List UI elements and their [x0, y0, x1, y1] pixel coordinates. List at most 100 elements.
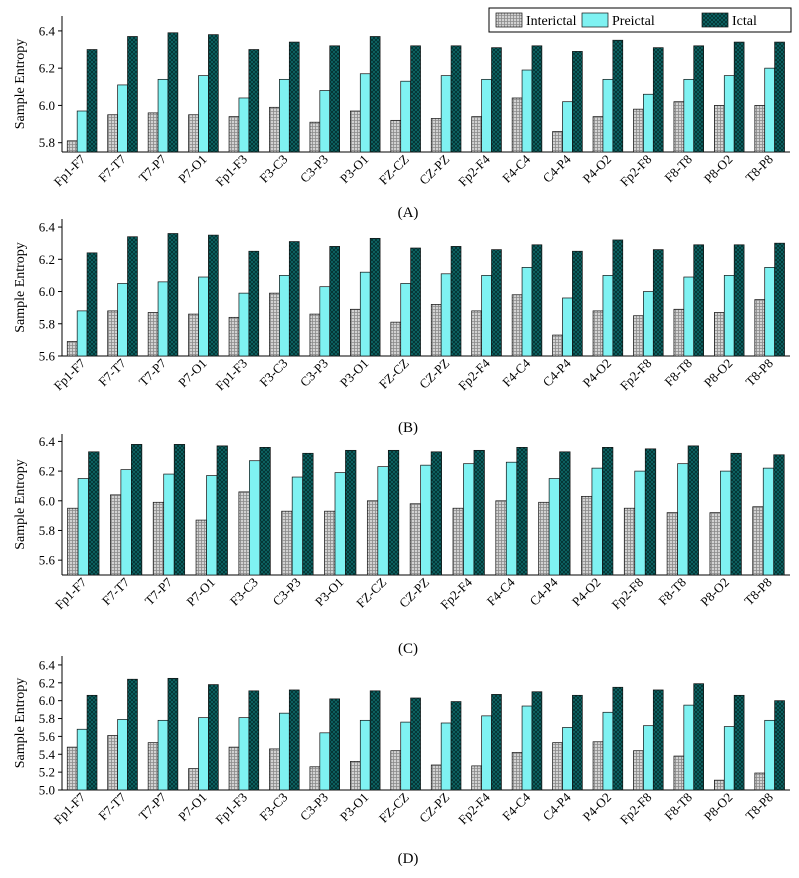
bar-ictal — [612, 239, 624, 357]
bar-interictal — [309, 313, 321, 357]
bar-preictal — [481, 78, 492, 153]
x-tick-label: F4-C4 — [499, 355, 533, 389]
x-tick-label: F8-T8 — [661, 356, 695, 390]
panel-label: (D) — [398, 851, 419, 867]
x-tick-label: Fp2-F8 — [617, 790, 655, 828]
bar-preictal — [117, 84, 128, 153]
bar-preictal — [720, 470, 732, 576]
x-tick-label: Fp1-F3 — [212, 152, 250, 190]
bar-preictal — [117, 719, 128, 791]
bar-preictal — [420, 464, 432, 576]
bar-preictal — [440, 75, 452, 153]
bar-interictal — [430, 304, 442, 357]
bar-preictal — [602, 711, 614, 791]
bar-interictal — [709, 512, 721, 576]
x-tick-label: P3-O1 — [337, 790, 372, 825]
x-tick-label: CZ-PZ — [416, 355, 452, 391]
bar-preictal — [198, 75, 209, 153]
bar-preictal — [723, 726, 735, 791]
bar-interictal — [673, 308, 685, 357]
bar-preictal — [291, 476, 304, 576]
chart-panel-b: 5.6 5.8 6.0 6.2 6.4 Sample Entropy Fp1-F7 F7-T7… — [13, 219, 790, 436]
x-tick-label: P4-O2 — [580, 790, 615, 825]
bar-preictal — [548, 478, 560, 576]
legend-label-preictal: Preictal — [612, 14, 655, 29]
bar-interictal — [552, 131, 563, 153]
x-tick-label: C3-P3 — [270, 575, 304, 609]
bar-preictal — [157, 719, 169, 791]
y-tick-label: 6.2 — [39, 675, 55, 690]
x-tick-label: C3-P3 — [297, 356, 331, 390]
x-tick-label: P3-O1 — [312, 575, 347, 610]
bar-interictal — [324, 510, 336, 576]
bar-interictal — [754, 772, 766, 791]
bar-interictal — [633, 750, 644, 791]
x-tick-label: FZ-CZ — [376, 151, 412, 187]
bar-ictal — [259, 447, 271, 576]
x-tick-label: P8-O2 — [701, 152, 736, 187]
x-tick-label: C4-P4 — [540, 789, 574, 823]
bar-interictal — [623, 507, 636, 576]
bar-interictal — [188, 114, 199, 153]
x-tick-label: Fp2-F4 — [455, 789, 493, 827]
bar-ictal — [127, 236, 138, 357]
bar-ictal — [208, 34, 219, 153]
bar-ictal — [531, 244, 543, 357]
x-tick-label: C4-P4 — [540, 151, 574, 185]
bar-preictal — [238, 717, 250, 791]
x-tick-label: T8-P8 — [741, 575, 775, 609]
bar-interictal — [269, 292, 280, 357]
x-tick-label: F4-C4 — [499, 789, 533, 823]
bar-ictal — [288, 689, 300, 791]
bar-interictal — [269, 106, 280, 153]
x-tick-label: F7-T7 — [99, 574, 133, 608]
bar-interictal — [110, 494, 122, 576]
bar-ictal — [86, 694, 98, 791]
bar-preictal — [723, 75, 735, 153]
x-tick-label: F3-C3 — [227, 575, 261, 609]
bar-interictal — [714, 779, 725, 791]
x-tick-label: P8-O2 — [697, 575, 732, 610]
bar-preictal — [279, 275, 290, 357]
bar-preictal — [76, 728, 88, 791]
x-tick-label: F4-C4 — [499, 151, 533, 185]
bar-preictal — [359, 271, 371, 357]
bar-ictal — [208, 234, 219, 357]
x-tick-label: T7-P7 — [136, 355, 170, 389]
bar-interictal — [188, 768, 199, 791]
y-tick-label: 5.0 — [39, 783, 55, 798]
chart-panel-a: 5.8 6.0 6.2 6.4 Sample Entropy Fp1-F7 F7-T7 T7-… — [13, 16, 790, 221]
x-tick-label: F7-T7 — [95, 151, 129, 185]
bar-interictal — [754, 299, 766, 357]
bar-ictal — [612, 686, 624, 791]
bar-ictal — [531, 45, 543, 153]
bar-preictal — [238, 97, 250, 153]
bar-preictal — [562, 101, 573, 153]
bar-preictal — [117, 283, 128, 357]
bar-interictal — [495, 500, 507, 576]
bar-ictal — [602, 447, 614, 576]
legend-box — [488, 7, 792, 33]
bar-preictal — [400, 283, 411, 357]
chart-panel-c: 5.6 5.8 6.0 6.2 6.4 Sample Entropy Fp1-F7 F7-T7… — [13, 434, 790, 657]
bar-ictal — [248, 49, 260, 153]
bar-interictal — [66, 140, 78, 153]
x-tick-label: T8-P8 — [742, 356, 776, 390]
bar-interictal — [107, 114, 118, 153]
bar-ictal — [491, 694, 502, 791]
bar-ictal — [88, 451, 100, 576]
x-tick-label: P8-O2 — [701, 356, 736, 391]
bar-preictal — [359, 719, 371, 791]
bar-preictal — [505, 461, 518, 576]
bar-preictal — [683, 78, 695, 153]
bar-interictal — [592, 310, 604, 357]
y-axis-label: Sample Entropy — [13, 242, 28, 333]
y-tick-label: 5.6 — [39, 349, 56, 364]
bar-preictal — [521, 267, 533, 357]
bar-ictal — [86, 49, 98, 153]
bar-preictal — [764, 719, 775, 791]
x-tick-label: F3-C3 — [256, 356, 290, 390]
x-tick-label: Fp1-F3 — [212, 790, 250, 828]
y-tick-label: 5.4 — [39, 747, 56, 762]
bar-ictal — [248, 250, 260, 357]
